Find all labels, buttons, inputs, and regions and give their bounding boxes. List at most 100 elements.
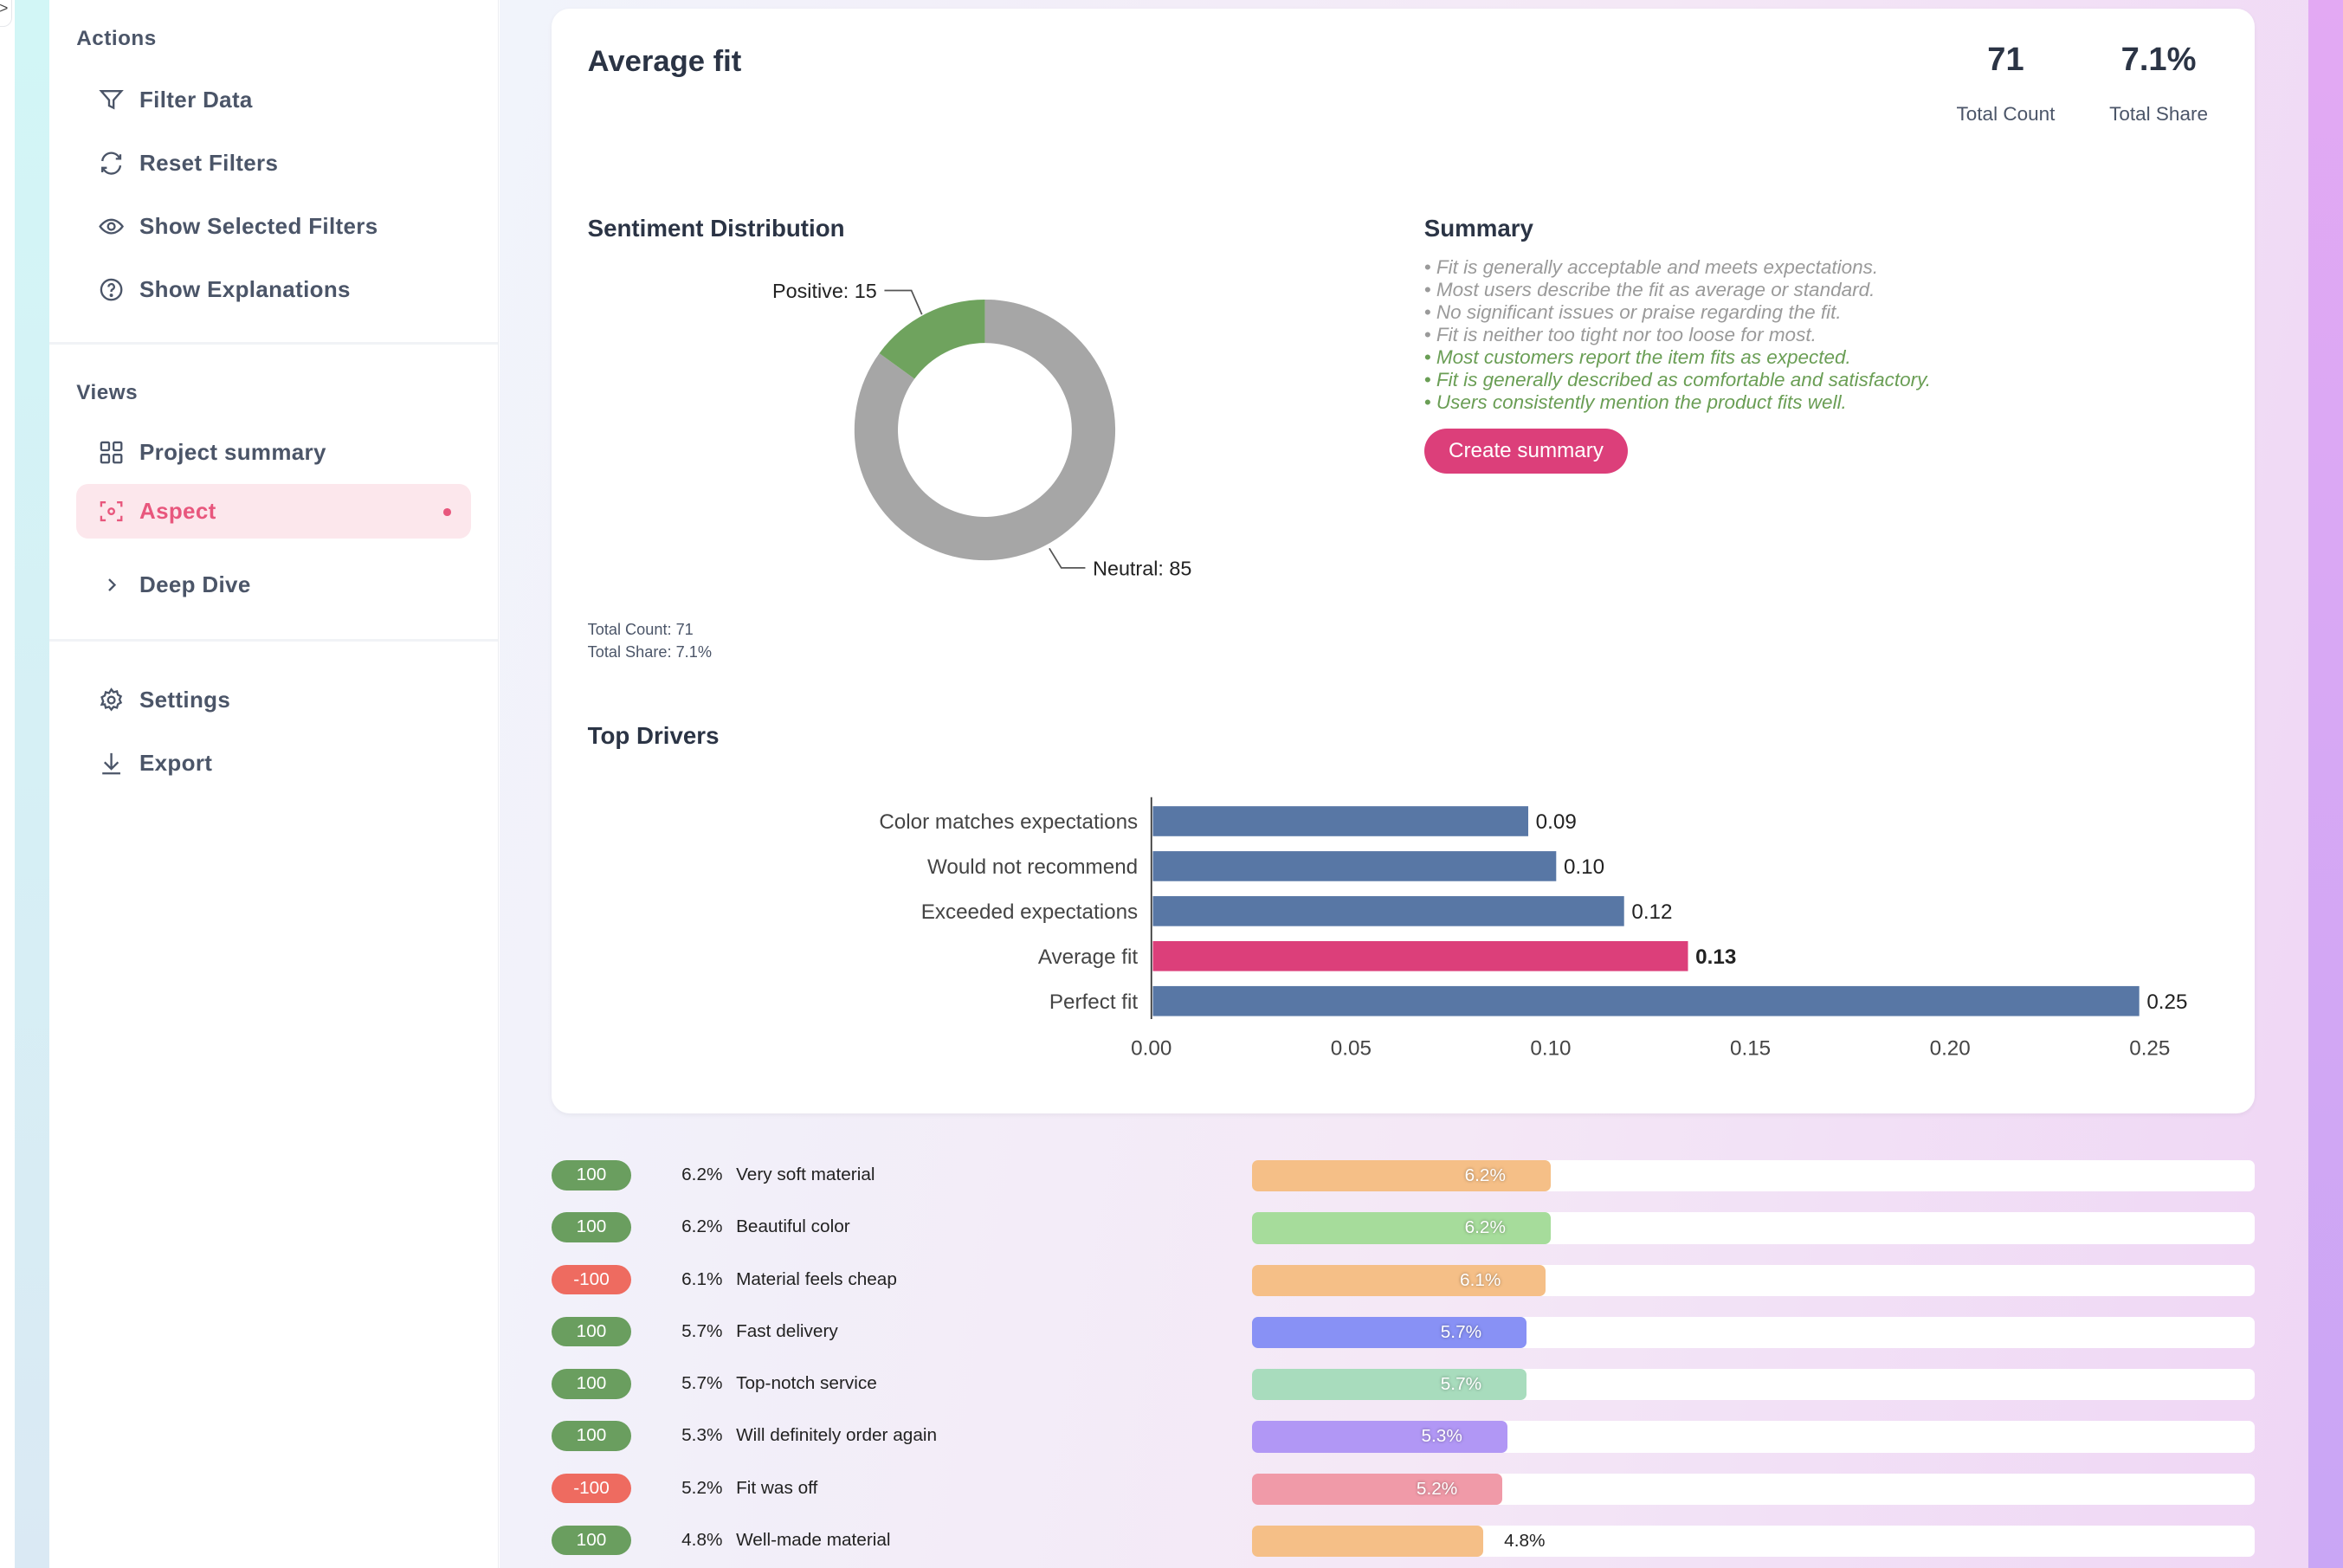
- x-tick-label: 0.20: [1930, 1037, 1971, 1061]
- summary-list: • Fit is generally acceptable and meets …: [1424, 256, 1931, 414]
- x-tick-label: 0.15: [1730, 1037, 1771, 1061]
- filter-icon: [98, 90, 124, 110]
- x-tick-label: 0.10: [1530, 1037, 1571, 1061]
- download-icon: [101, 752, 120, 775]
- sidebar: Actions Filter Data Reset Filters Show S…: [49, 0, 499, 1568]
- driver-bar: [1152, 806, 1528, 837]
- sentiment-score-badge: 100: [552, 1160, 631, 1191]
- divider: [49, 638, 498, 642]
- sidebar-item-show-explanations[interactable]: Show Explanations: [76, 262, 470, 316]
- x-tick-label: 0.25: [2129, 1037, 2170, 1061]
- share-bar-track: 6.1%: [1251, 1264, 2255, 1296]
- aspect-share: 5.3%: [681, 1425, 723, 1446]
- share-bar-fill: [1251, 1160, 1551, 1192]
- share-bar-fill: [1251, 1525, 1483, 1558]
- decorative-strip: [15, 0, 50, 1568]
- summary-line: • Fit is neither too tight nor too loose…: [1423, 323, 1817, 345]
- driver-category-label: Would not recommend: [927, 855, 1138, 879]
- total-count-label: Total Count: [1956, 103, 2056, 126]
- aspect-share: 5.7%: [681, 1320, 723, 1341]
- sidebar-item-filter-data[interactable]: Filter Data: [76, 74, 470, 127]
- actions-heading: Actions: [76, 27, 157, 51]
- aspect-share: 5.7%: [681, 1373, 723, 1394]
- share-bar-track: 5.7%: [1251, 1369, 2255, 1401]
- help-circle-icon: [100, 278, 122, 300]
- share-bar-fill: [1251, 1212, 1551, 1244]
- sidebar-item-show-selected-filters[interactable]: Show Selected Filters: [76, 199, 470, 253]
- aspect-label: Will definitely order again: [736, 1425, 938, 1446]
- driver-category-label: Color matches expectations: [879, 810, 1138, 834]
- grid-icon: [100, 441, 122, 464]
- donut-slice-positive: [879, 300, 985, 379]
- sidebar-item-settings[interactable]: Settings: [76, 673, 470, 726]
- share-bar-track: 5.7%: [1251, 1316, 2255, 1349]
- share-bar-label: 6.2%: [1464, 1217, 1506, 1238]
- sidebar-item-label: Project summary: [139, 439, 326, 466]
- aspect-label: Fit was off: [736, 1477, 818, 1498]
- driver-category-label: Average fit: [1038, 945, 1139, 969]
- driver-bar: [1152, 941, 1688, 971]
- sentiment-heading: Sentiment Distribution: [587, 214, 845, 242]
- sentiment-score-badge: 100: [552, 1369, 631, 1399]
- sentiment-score-badge: 100: [552, 1525, 631, 1556]
- aspect-label: Very soft material: [736, 1165, 875, 1185]
- neutral-leader-line: [1049, 548, 1086, 570]
- sidebar-item-label: Reset Filters: [139, 150, 279, 177]
- sentiment-score-badge: 100: [552, 1212, 631, 1242]
- donut-slice-neutral: [854, 300, 1116, 561]
- sidebar-expand-tab[interactable]: >: [0, 0, 12, 28]
- x-tick-label: 0.05: [1331, 1037, 1372, 1061]
- share-bar-track: 5.3%: [1251, 1421, 2255, 1453]
- driver-category-label: Exceeded expectations: [921, 900, 1138, 924]
- driver-value-label: 0.25: [2146, 990, 2187, 1014]
- share-bar-track: 6.2%: [1251, 1160, 2255, 1192]
- driver-bar: [1152, 896, 1624, 926]
- sentiment-score-badge: -100: [552, 1264, 631, 1295]
- summary-line: • Fit is generally acceptable and meets …: [1423, 256, 1879, 279]
- donut-total-count: Total Count: 71: [587, 620, 694, 638]
- share-bar-label: 6.2%: [1464, 1165, 1506, 1186]
- top-drivers-chart: Color matches expectations 0.09 Would not …: [879, 797, 2187, 1061]
- share-bar-fill: [1251, 1369, 1527, 1401]
- aspect-label: Material feels cheap: [736, 1268, 897, 1289]
- summary-line: • No significant issues or praise regard…: [1423, 300, 1842, 323]
- aspect-card: [552, 9, 2255, 1114]
- driver-bar: [1152, 851, 1557, 881]
- sidebar-item-label: Export: [139, 749, 213, 776]
- positive-leader-line: [884, 289, 923, 315]
- aspect-label: Fast delivery: [736, 1320, 838, 1341]
- sentiment-donut-chart: Positive: 15 Neutral: 85: [772, 281, 1191, 580]
- aspect-share: 4.8%: [681, 1529, 723, 1550]
- sidebar-item-deep-dive[interactable]: Deep Dive: [76, 558, 470, 611]
- share-bar-track: 6.2%: [1251, 1212, 2255, 1244]
- share-bar-fill: [1251, 1316, 1527, 1349]
- share-bar-label: 5.2%: [1416, 1478, 1458, 1499]
- summary-line: • Fit is generally described as comforta…: [1423, 368, 1931, 390]
- top-drivers-heading: Top Drivers: [587, 722, 720, 750]
- sidebar-item-export[interactable]: Export: [76, 736, 470, 790]
- focus-icon: [100, 500, 122, 521]
- create-summary-button[interactable]: Create summary: [1423, 429, 1629, 474]
- gear-icon: [100, 687, 122, 712]
- sentiment-score-badge: 100: [552, 1421, 631, 1451]
- decorative-strip: [2308, 0, 2343, 1568]
- sidebar-item-project-summary[interactable]: Project summary: [76, 426, 470, 480]
- share-bar-track: 4.8%: [1251, 1525, 2255, 1558]
- positive-label: Positive: 15: [772, 281, 877, 303]
- sidebar-item-reset-filters[interactable]: Reset Filters: [76, 137, 470, 190]
- aspect-share: 6.1%: [681, 1268, 723, 1289]
- divider: [49, 341, 498, 345]
- sidebar-item-aspect[interactable]: Aspect: [76, 484, 471, 539]
- share-bar-label: 6.1%: [1460, 1269, 1501, 1290]
- driver-value-label: 0.13: [1695, 945, 1736, 969]
- summary-heading: Summary: [1423, 214, 1533, 242]
- summary-line: • Users consistently mention the product…: [1423, 390, 1847, 413]
- refresh-icon: [100, 152, 121, 175]
- share-bar-fill: [1251, 1264, 1546, 1296]
- driver-value-label: 0.12: [1631, 900, 1672, 924]
- aspect-share: 5.2%: [681, 1477, 723, 1498]
- chevron-right-icon: [107, 578, 116, 591]
- summary-line: • Most customers report the item fits as…: [1423, 345, 1851, 368]
- sidebar-item-label: Show Explanations: [139, 275, 351, 302]
- sidebar-item-label: Show Selected Filters: [139, 212, 378, 239]
